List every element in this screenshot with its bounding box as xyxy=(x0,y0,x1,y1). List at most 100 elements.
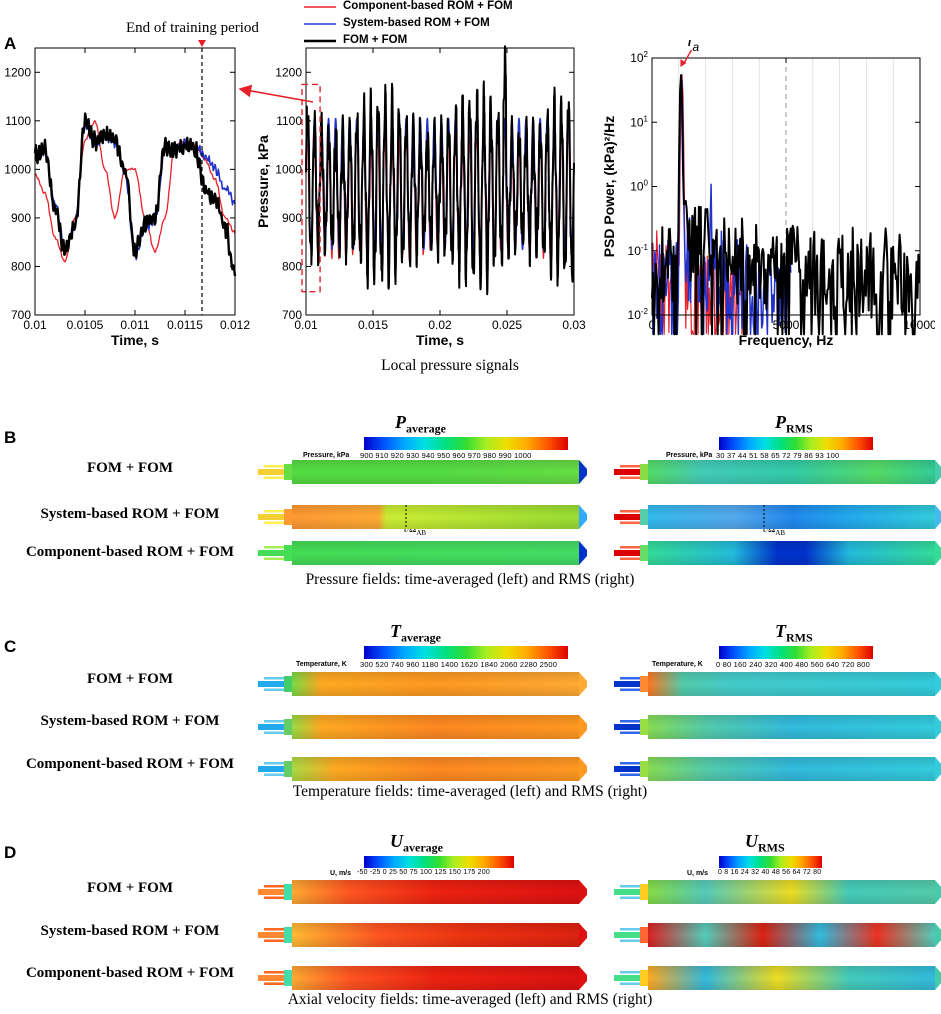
row-label-b-fom: FOM + FOM xyxy=(86,460,174,476)
colorbar-label-t-rms: Temperature, K xyxy=(652,661,703,668)
chamber-shading xyxy=(292,672,579,696)
dump-plane xyxy=(284,884,292,900)
interface-label-b-left: ∂ΩAB xyxy=(404,524,427,537)
panel-letter-c: C xyxy=(4,637,17,656)
interface-marker xyxy=(763,505,765,529)
injector-annulus-bottom xyxy=(620,688,640,691)
y-tick-label: 800 xyxy=(282,259,302,273)
chamber-shading xyxy=(292,715,579,739)
injector-core xyxy=(614,932,640,938)
colorbar-ticks-p-average: 900 910 920 930 940 950 960 970 980 990 … xyxy=(360,451,532,460)
x-tick-label: 0.03 xyxy=(562,318,586,332)
chamber-shading xyxy=(648,672,935,696)
injector-annulus-bottom xyxy=(620,939,640,942)
field-t-average-fom xyxy=(258,672,587,696)
dump-plane xyxy=(640,761,648,777)
field-t-rms-system xyxy=(614,715,941,739)
injector-annulus-bottom xyxy=(620,773,640,776)
panel-letter-d: D xyxy=(4,843,17,862)
legend xyxy=(304,6,336,43)
injector-core xyxy=(614,514,640,520)
y-tick-label: 700 xyxy=(11,308,31,322)
row-label-d-component: Component-based ROM + FOM xyxy=(25,965,235,981)
y-tick-label: 1100 xyxy=(276,114,302,128)
field-p-average-system xyxy=(258,505,587,529)
nozzle xyxy=(935,966,941,990)
chart-psd: 0 5000 10000 10-2 10-1 100 101 102 Frequency, Hz… xyxy=(601,40,935,348)
x-tick-label: 0.01 xyxy=(23,318,47,332)
interface-marker xyxy=(405,505,407,529)
chamber-shading xyxy=(292,505,579,529)
colorbar-p-rms xyxy=(719,437,873,450)
colorbar-ticks-u-average: -50 -25 0 25 50 75 100 125 150 175 200 xyxy=(357,869,490,876)
injector-annulus-bottom xyxy=(620,476,640,479)
injector-annulus-top xyxy=(264,762,284,765)
dump-plane xyxy=(640,719,648,735)
y-tick-label: 1000 xyxy=(4,162,31,176)
chamber-shading xyxy=(292,966,579,990)
end-of-training-label: End of training period xyxy=(126,20,259,36)
y-tick-label: 700 xyxy=(282,308,302,322)
chamber-shading xyxy=(648,923,935,947)
row-label-d-system: System-based ROM + FOM xyxy=(40,923,220,939)
field-p-rms-system xyxy=(614,505,941,529)
injector-core xyxy=(258,724,284,730)
nozzle xyxy=(579,757,587,781)
nozzle xyxy=(935,923,941,947)
x-tick-label: 0.02 xyxy=(428,318,452,332)
field-t-average-system xyxy=(258,715,587,739)
dump-plane xyxy=(284,676,292,692)
zoom-link-arrow xyxy=(238,84,314,103)
legend-label-system: System-based ROM + FOM xyxy=(343,17,490,29)
y-tick-label: 1100 xyxy=(5,114,31,128)
injector-annulus-top xyxy=(620,510,640,513)
field-p-rms-fom xyxy=(614,460,941,484)
injector-annulus-bottom xyxy=(620,896,640,899)
colorbar-ticks-u-rms: 0 8 16 24 32 40 48 56 64 72 80 xyxy=(718,869,822,876)
nozzle xyxy=(579,541,587,565)
x-axis-label: Time, s xyxy=(111,332,159,348)
colorbar-label-t-average: Temperature, K xyxy=(296,661,347,668)
dump-plane xyxy=(284,927,292,943)
injector-core xyxy=(258,681,284,687)
chamber-shading xyxy=(648,715,935,739)
dump-plane xyxy=(640,970,648,986)
injector-annulus-top xyxy=(264,720,284,723)
nozzle xyxy=(935,757,941,781)
title-p-average: Paverage xyxy=(395,412,446,436)
row-label-b-component: Component-based ROM + FOM xyxy=(25,544,235,560)
injector-annulus-bottom xyxy=(620,557,640,560)
colorbar-label-u-average: U, m/s xyxy=(330,870,352,877)
x-tick-label: 0.011 xyxy=(120,318,149,332)
x-tick-label: 0.015 xyxy=(358,318,388,332)
injector-annulus-top xyxy=(264,510,284,513)
injector-annulus-top xyxy=(264,677,284,680)
injector-annulus-top xyxy=(620,762,640,765)
title-t-average: Taverage xyxy=(390,621,441,645)
dump-plane xyxy=(640,464,648,480)
row-label-d-fom: FOM + FOM xyxy=(86,880,174,896)
injector-annulus-top xyxy=(264,928,284,931)
injector-annulus-top xyxy=(620,928,640,931)
x-tick-label: 0.01 xyxy=(294,318,318,332)
field-u-rms-system xyxy=(614,923,941,947)
row-label-c-system: System-based ROM + FOM xyxy=(40,713,220,729)
dump-plane xyxy=(284,719,292,735)
injector-core xyxy=(614,889,640,895)
injector-annulus-bottom xyxy=(264,688,284,691)
injector-core xyxy=(614,550,640,556)
chamber-shading xyxy=(648,460,935,484)
y-tick-label: 800 xyxy=(11,259,31,273)
colorbar-t-average xyxy=(364,646,568,659)
chamber-shading xyxy=(648,880,935,904)
nozzle xyxy=(935,715,941,739)
chamber-shading xyxy=(648,505,935,529)
x-tick-label: 0 xyxy=(649,318,656,332)
nozzle xyxy=(579,923,587,947)
chamber-shading xyxy=(292,460,579,484)
y-tick-label: 1000 xyxy=(275,162,302,176)
field-u-average-system xyxy=(258,923,587,947)
title-t-rms: TRMS xyxy=(775,621,813,645)
injector-core xyxy=(614,975,640,981)
x-axis-label: Frequency, Hz xyxy=(739,332,834,348)
